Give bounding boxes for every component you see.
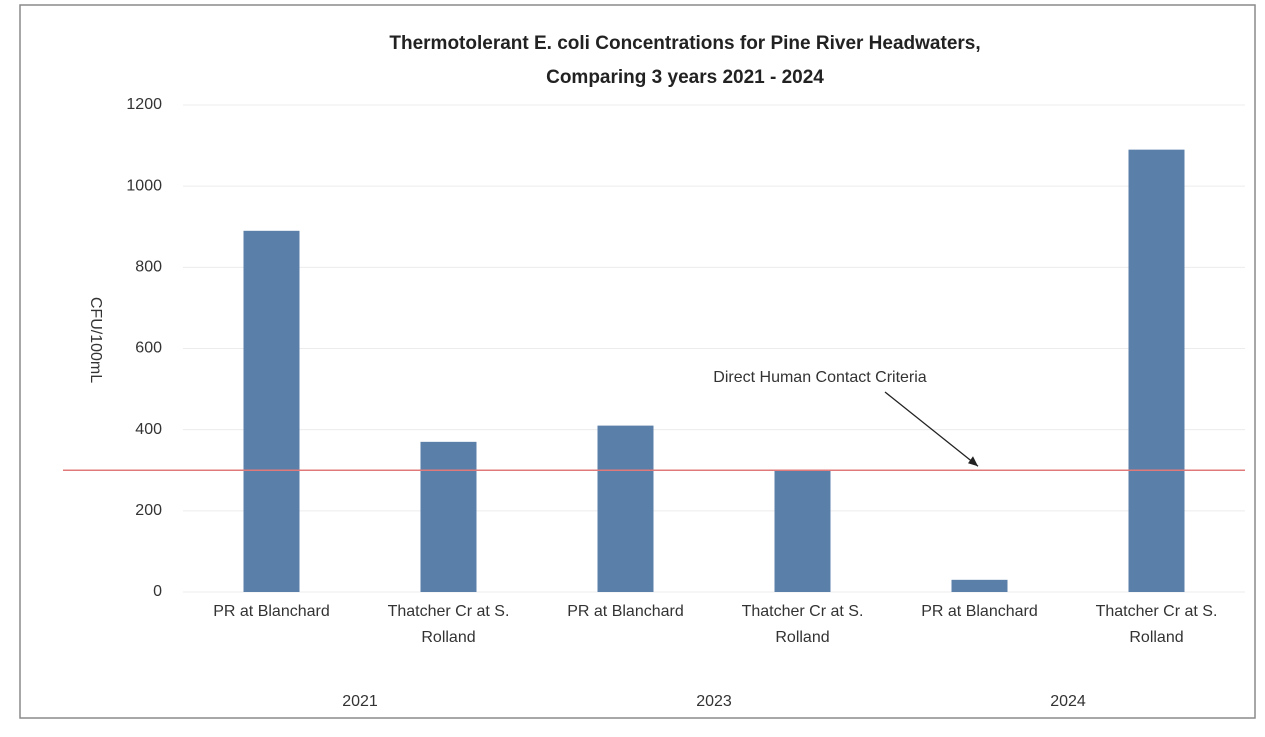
x-tick-label: Thatcher Cr at S. Rolland [388,603,510,646]
y-tick-label: 600 [135,340,162,357]
group-label: 2024 [1050,693,1086,710]
y-tick-label: 1200 [126,96,162,113]
bar [951,579,1008,592]
x-tick-label: Thatcher Cr at S. Rolland [742,603,864,646]
chart-title: Comparing 3 years 2021 - 2024 [546,67,824,88]
bar [243,230,300,592]
x-tick-label: PR at Blanchard [213,603,330,620]
group-label: 2023 [696,693,732,710]
x-tick-label: Thatcher Cr at S. Rolland [1096,603,1218,646]
y-tick-label: 200 [135,502,162,519]
y-tick-label: 0 [153,583,162,600]
y-axis-label: CFU/100mL [87,297,104,383]
chart-frame [19,4,1256,719]
group-label: 2021 [342,693,378,710]
y-tick-label: 1000 [126,177,162,194]
x-tick-label: PR at Blanchard [921,603,1038,620]
annotation-arrowhead [968,456,978,467]
x-tick-label: PR at Blanchard [567,603,684,620]
y-tick-label: 400 [135,421,162,438]
bar [1128,149,1185,592]
annotation: Direct Human Contact Criteria [713,369,927,386]
y-tick-label: 800 [135,259,162,276]
bar [420,441,477,592]
chart-title: Thermotolerant E. coli Concentrations fo… [389,33,980,54]
bar [774,470,831,592]
annotation-arrow [884,391,979,467]
bar [597,425,654,592]
